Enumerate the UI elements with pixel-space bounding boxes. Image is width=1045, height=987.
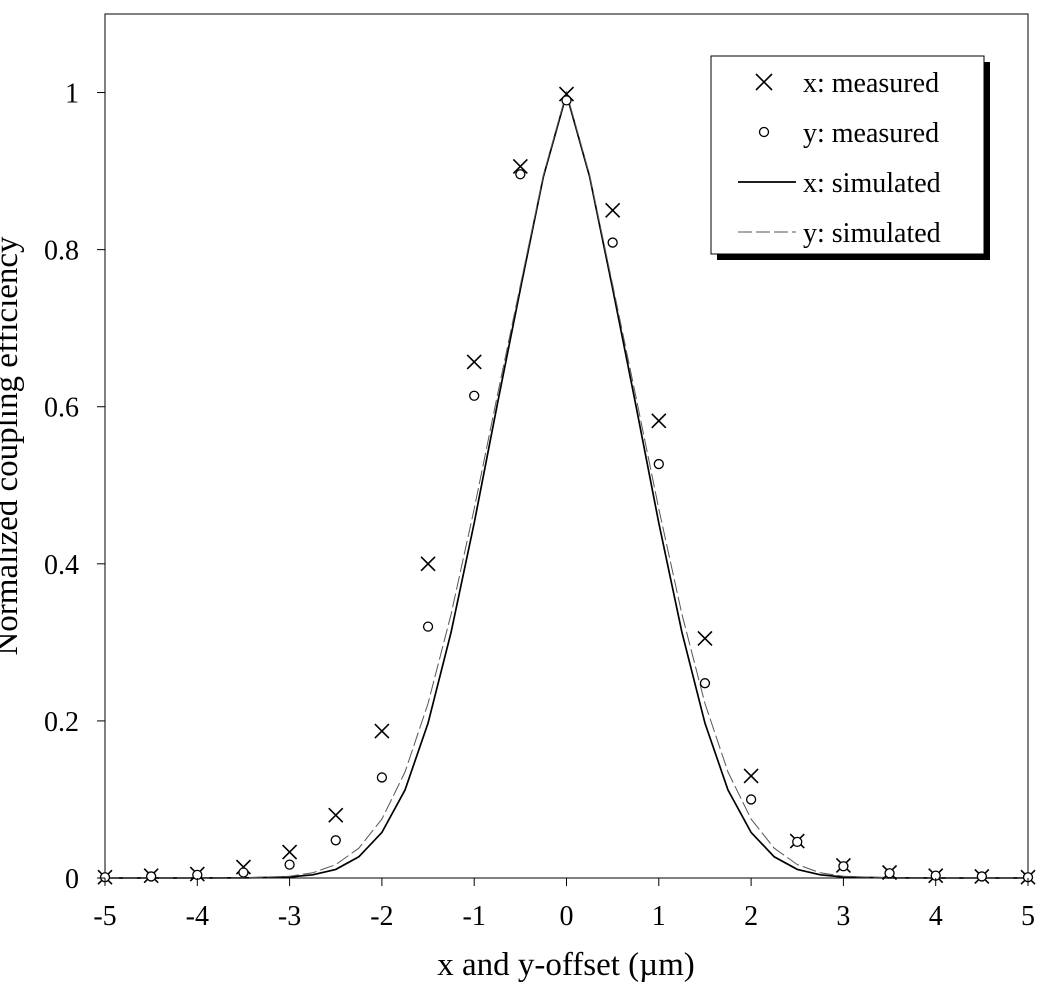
legend-box [710, 55, 985, 255]
x-tick-label: -2 [370, 901, 393, 932]
y-tick-label: 0.4 [44, 550, 79, 581]
y-simulated-curve [105, 90, 1028, 879]
y-measured-point [653, 458, 664, 470]
y-tick-label: 0.2 [44, 707, 79, 738]
x-measured-point [512, 158, 528, 174]
x-tick-label: 1 [652, 901, 666, 932]
y-tick-label: 0.8 [44, 236, 79, 267]
y-measured-point [607, 237, 618, 248]
y-measured-point [469, 390, 480, 401]
y-measured-point [330, 835, 341, 846]
y-measured-point [422, 621, 434, 632]
y-measured-point [561, 95, 572, 106]
x-tick-label: 5 [1021, 901, 1035, 932]
y-tick-label: 0 [65, 864, 79, 895]
legend-entry-label: x: measured [803, 68, 939, 99]
x-tick-label: 4 [929, 901, 943, 932]
x-measured-point [420, 556, 436, 572]
y-measured-point [145, 871, 157, 882]
y-measured-point [515, 169, 526, 180]
x-tick-label: -3 [278, 901, 301, 932]
x-axis-label: x and y-offset (µm) [437, 947, 695, 983]
x-tick-label: 2 [744, 901, 758, 932]
y-measured-point [884, 868, 895, 879]
x-measured-point [605, 202, 621, 218]
legend-entry-label: x: simulated [803, 168, 941, 199]
x-measured-point [651, 413, 667, 429]
y-measured-point [699, 678, 711, 689]
x-measured-point [755, 73, 773, 91]
x-measured-point [743, 768, 759, 784]
x-measured-point [328, 807, 344, 823]
legend-entry-label: y: measured [803, 118, 939, 149]
y-tick-label: 1 [65, 79, 79, 110]
x-measured-point [697, 630, 713, 647]
y-measured-point [792, 836, 803, 848]
x-measured-point [374, 723, 390, 739]
y-measured-point [238, 867, 249, 878]
x-measured-point [466, 354, 482, 370]
y-measured-point [758, 126, 770, 138]
x-tick-label: -5 [93, 901, 116, 932]
legend-entry-label: y: simulated [803, 218, 941, 249]
y-measured-point [745, 794, 757, 805]
y-measured-point [838, 861, 849, 872]
y-measured-point [376, 772, 388, 783]
y-axis-label: Normalized coupling efficiency [0, 236, 25, 656]
x-tick-label: 3 [836, 901, 850, 932]
x-tick-label: 0 [560, 901, 574, 932]
x-tick-label: -4 [186, 901, 209, 932]
y-measured-point [284, 859, 295, 870]
y-tick-label: 0.6 [44, 393, 79, 424]
x-tick-label: -1 [463, 901, 486, 932]
y-measured-point [976, 871, 987, 882]
x-measured-point [282, 844, 298, 860]
